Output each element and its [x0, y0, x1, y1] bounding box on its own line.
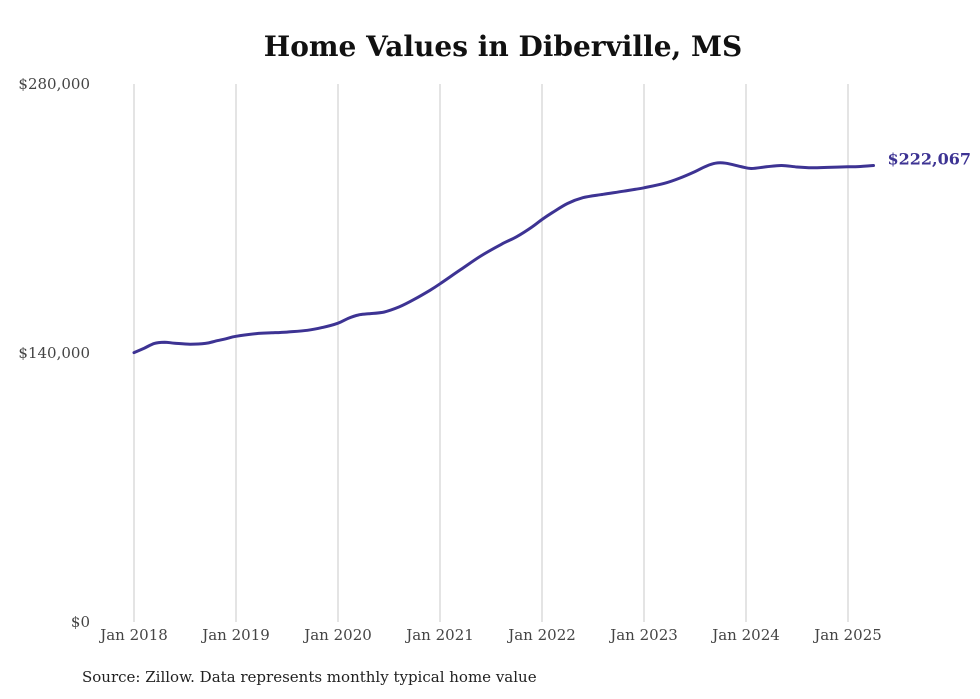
- y-axis-ticks: $0 $140,000 $280,000: [18, 75, 90, 631]
- home-value-line: [132, 161, 875, 355]
- source-note: Source: Zillow. Data represents monthly …: [82, 668, 537, 686]
- x-tick-label: Jan 2018: [98, 626, 168, 644]
- x-tick-label: Jan 2025: [812, 626, 882, 644]
- x-tick-label: Jan 2021: [404, 626, 474, 644]
- y-tick-label: $0: [71, 613, 90, 631]
- x-tick-label: Jan 2024: [710, 626, 780, 644]
- x-tick-label: Jan 2022: [506, 626, 576, 644]
- x-tick-label: Jan 2020: [302, 626, 372, 644]
- x-tick-label: Jan 2023: [608, 626, 678, 644]
- y-tick-label: $280,000: [18, 75, 90, 93]
- x-tick-label: Jan 2019: [200, 626, 270, 644]
- x-axis-ticks: Jan 2018 Jan 2019 Jan 2020 Jan 2021 Jan 2022…: [98, 626, 882, 644]
- chart-title: Home Values in Diberville, MS: [263, 30, 743, 63]
- grid-lines: [133, 84, 849, 622]
- end-value-label: $222,067: [888, 149, 972, 168]
- y-tick-label: $140,000: [18, 344, 90, 362]
